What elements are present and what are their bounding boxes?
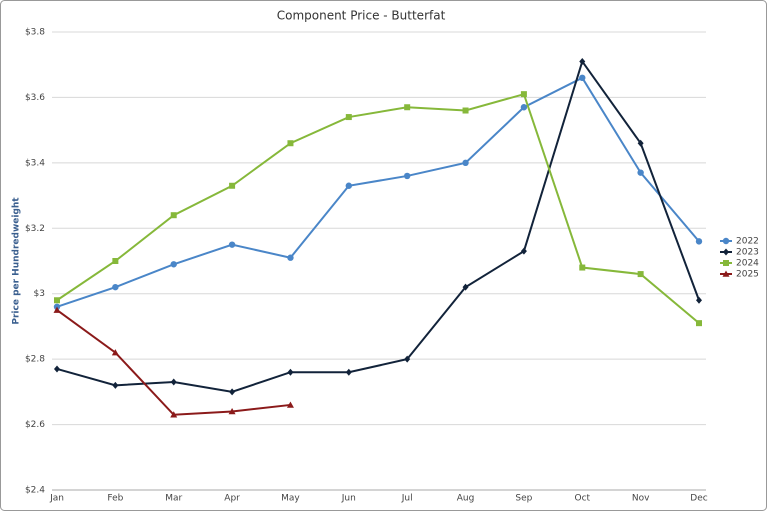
data-point bbox=[112, 258, 119, 264]
x-tick-label: Nov bbox=[632, 494, 650, 504]
data-point bbox=[637, 139, 644, 147]
x-tick-label: Jan bbox=[49, 494, 64, 504]
chart-title: Component Price - Butterfat bbox=[277, 9, 446, 23]
data-point bbox=[520, 91, 527, 98]
legend-label: 2023 bbox=[736, 248, 759, 258]
x-tick-label: Oct bbox=[574, 494, 590, 504]
legend-marker bbox=[723, 248, 729, 256]
data-point bbox=[579, 264, 586, 271]
legend-label: 2025 bbox=[736, 270, 759, 280]
data-point bbox=[112, 381, 119, 389]
data-point bbox=[228, 407, 236, 415]
x-tick-label: Aug bbox=[457, 494, 475, 504]
data-point bbox=[228, 241, 236, 248]
data-point bbox=[54, 297, 60, 304]
data-point bbox=[287, 368, 294, 376]
data-point bbox=[520, 104, 528, 111]
x-tick-label: May bbox=[281, 494, 300, 504]
data-point bbox=[637, 271, 644, 278]
legend-marker bbox=[723, 260, 729, 266]
data-point bbox=[286, 401, 294, 408]
legend-marker bbox=[722, 270, 730, 277]
data-point bbox=[345, 114, 352, 121]
data-point bbox=[345, 368, 352, 376]
x-tick-label: Feb bbox=[107, 494, 123, 504]
x-tick-label: Apr bbox=[224, 494, 240, 504]
data-point bbox=[695, 238, 703, 245]
data-point bbox=[229, 388, 236, 396]
y-tick-label: $3.6 bbox=[25, 93, 45, 103]
data-point bbox=[111, 349, 119, 356]
y-axis-label: Price per Hundredweight bbox=[12, 197, 22, 325]
legend-marker bbox=[722, 237, 730, 245]
series-line bbox=[56, 59, 700, 393]
x-tick-label: Sep bbox=[515, 494, 532, 504]
data-point bbox=[462, 159, 469, 167]
legend-label: 2022 bbox=[736, 237, 759, 247]
data-point bbox=[404, 104, 411, 111]
y-tick-label: $2.8 bbox=[25, 355, 45, 365]
data-point bbox=[404, 355, 411, 363]
data-point bbox=[345, 182, 353, 189]
data-point bbox=[696, 296, 702, 304]
series-line bbox=[56, 92, 700, 324]
data-point bbox=[287, 140, 294, 147]
data-point bbox=[170, 411, 178, 418]
data-point bbox=[637, 169, 644, 176]
data-point bbox=[696, 320, 702, 327]
x-tick-label: Jun bbox=[341, 494, 356, 504]
y-tick-label: $3.8 bbox=[25, 28, 45, 38]
data-point bbox=[170, 212, 177, 219]
series-line bbox=[56, 76, 700, 308]
data-point bbox=[53, 306, 61, 313]
legend-label: 2024 bbox=[736, 259, 759, 269]
data-point bbox=[403, 172, 411, 180]
data-point bbox=[170, 261, 177, 268]
data-point bbox=[170, 378, 177, 386]
data-point bbox=[287, 254, 294, 261]
y-tick-label: $3.4 bbox=[25, 158, 45, 168]
data-point bbox=[229, 182, 236, 189]
data-point bbox=[579, 57, 586, 65]
data-point bbox=[462, 107, 469, 114]
x-tick-label: Mar bbox=[165, 494, 182, 504]
data-point bbox=[520, 247, 527, 255]
y-tick-label: $2.6 bbox=[25, 420, 45, 430]
y-tick-label: $3.2 bbox=[25, 224, 45, 234]
data-point bbox=[112, 283, 119, 291]
data-point bbox=[579, 74, 586, 82]
data-point bbox=[462, 283, 469, 291]
x-tick-label: Jul bbox=[401, 494, 413, 504]
x-tick-label: Dec bbox=[690, 494, 707, 504]
y-tick-label: $2.4 bbox=[25, 486, 45, 496]
data-point bbox=[54, 365, 60, 373]
y-tick-label: $3 bbox=[34, 289, 45, 299]
